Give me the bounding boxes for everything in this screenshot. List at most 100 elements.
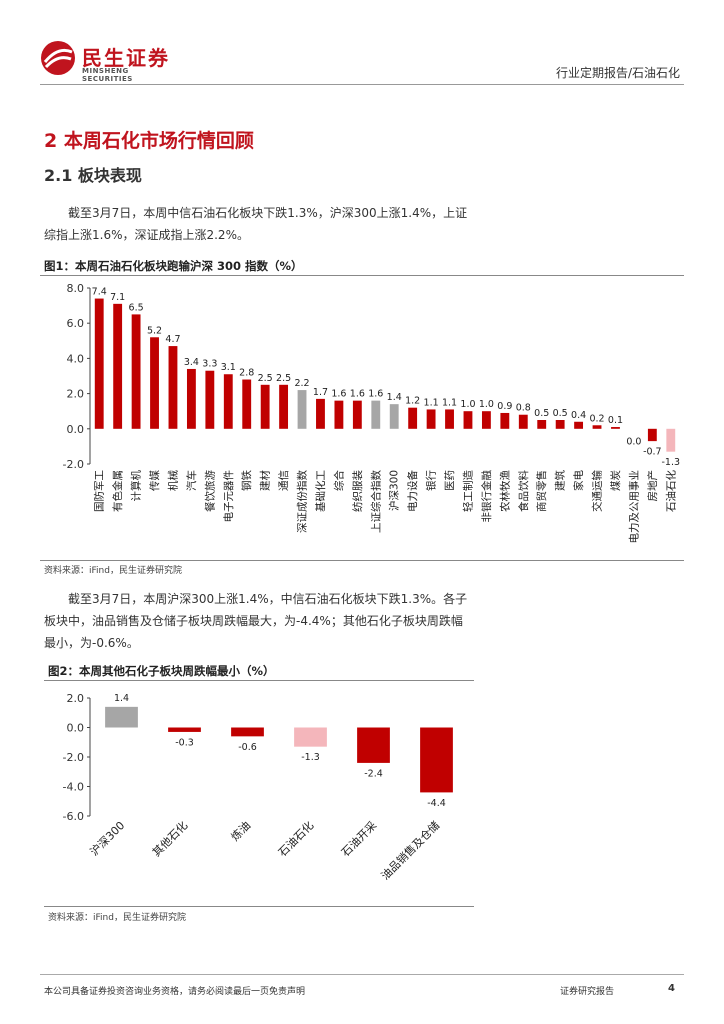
data-label: 1.0 [479, 399, 494, 410]
category-label: 食品饮料 [517, 470, 530, 512]
figure2-bottom-rule [44, 906, 474, 907]
category-label: 交通运输 [591, 470, 604, 512]
data-label: 3.4 [184, 357, 199, 368]
data-label: 0.9 [497, 401, 512, 412]
logo-mark-icon [41, 41, 75, 75]
category-label: 餐饮旅游 [203, 470, 216, 512]
category-label: 商贸零售 [535, 470, 548, 512]
bar [420, 727, 453, 793]
bar [231, 727, 264, 737]
category-label: 石油开采 [338, 818, 379, 859]
y-tick-label: 6.0 [67, 317, 85, 330]
bar [113, 303, 123, 429]
data-label: 0.4 [571, 410, 586, 421]
bar [260, 384, 270, 429]
bar [555, 420, 565, 429]
category-label: 农林牧渔 [498, 470, 511, 512]
category-label: 医药 [444, 470, 456, 491]
category-label: 房地产 [646, 470, 659, 502]
data-label: 2.5 [276, 373, 291, 384]
bar [94, 298, 104, 429]
data-label: 4.7 [165, 334, 180, 345]
y-tick-label: 2.0 [67, 388, 85, 401]
category-label: 其他石化 [149, 818, 190, 859]
category-label: 建材 [259, 470, 272, 491]
bar [186, 368, 196, 429]
category-label: 石油石化 [664, 470, 677, 512]
page-number: 4 [668, 983, 675, 994]
bar [168, 346, 178, 429]
brand-logo: 民生证券 MINSHENG SECURITIES [40, 40, 180, 83]
bar [316, 398, 325, 429]
bar [666, 428, 676, 452]
data-label: 1.7 [313, 387, 328, 398]
bar [408, 407, 418, 429]
data-label: -0.7 [643, 447, 662, 458]
category-label: 沪深300 [87, 818, 127, 858]
category-label: 上证综合指数 [369, 470, 382, 533]
bar [426, 409, 436, 429]
category-label: 电力及公用事业 [627, 470, 640, 544]
data-label: 1.6 [331, 389, 346, 400]
data-label: 1.0 [460, 399, 475, 410]
data-label: 0.5 [534, 408, 549, 419]
figure2-title: 图2：本周其他石化子板块周跌幅最小（%） [48, 664, 275, 678]
data-label: 3.3 [202, 359, 217, 370]
y-tick-label: 8.0 [67, 282, 85, 295]
bar [131, 314, 141, 429]
category-label: 有色金属 [111, 470, 124, 512]
para1-line2: 综指上涨1.6%，深证成指上涨2.2%。 [44, 228, 249, 242]
bar [647, 428, 657, 442]
figure1-bottom-rule [40, 560, 684, 561]
data-label: 1.6 [368, 389, 383, 400]
y-tick-label: -4.0 [63, 781, 84, 794]
data-label: 1.2 [405, 396, 420, 407]
para2-line3: 最小，为-0.6%。 [44, 636, 139, 650]
category-label: 钢铁 [240, 470, 253, 491]
category-label: 沪深300 [388, 470, 401, 511]
bar [445, 409, 454, 429]
figure2-source: 资料来源：iFind，民生证券研究院 [48, 913, 186, 923]
subsection-title: 2.1 板块表现 [44, 166, 142, 185]
category-label: 汽车 [185, 470, 198, 491]
bar [481, 411, 491, 429]
category-label: 电力设备 [406, 470, 419, 512]
data-label: 7.1 [110, 292, 125, 303]
paragraph-1: 截至3月7日，本周中信石油石化板块下跌1.3%，沪深300上涨1.4%，上证 综… [44, 202, 468, 246]
bar [611, 427, 620, 429]
bar [463, 411, 473, 429]
data-label: 3.1 [221, 362, 236, 373]
figure2-bar-chart: 2.0 0.0 -2.0 -4.0 -6.0 1.4 沪深300 -0.3 其他石化 -0.6 炼油… [63, 692, 453, 883]
figure1-source: 资料来源：iFind，民生证券研究院 [44, 566, 182, 576]
y-tick-label: 0.0 [67, 423, 85, 436]
bar [205, 370, 215, 429]
figure2-top-rule [44, 680, 474, 681]
logo-cn-text: 民生证券 [82, 46, 170, 70]
category-label: 国防军工 [93, 470, 106, 512]
category-label: 通信 [278, 470, 290, 491]
data-label: 0.8 [516, 403, 531, 414]
para2-line1: 截至3月7日，本周沪深300上涨1.4%，中信石油石化板块下跌1.3%。各子 [68, 592, 468, 606]
figure1-top-rule [40, 275, 684, 276]
logo-en-text: MINSHENG SECURITIES [82, 67, 133, 83]
para2-line2: 板块中，油品销售及仓储子板块周跌幅最大，为-4.4%；其他石化子板块周跌幅 [44, 614, 463, 628]
category-label: 油品销售及仓储 [378, 818, 442, 882]
data-label: 5.2 [147, 325, 162, 336]
y-tick-label: -2.0 [63, 458, 84, 471]
category-label: 综合 [332, 470, 345, 491]
bar [389, 404, 399, 429]
bar [592, 425, 602, 429]
footer-disclaimer: 本公司具备证券投资咨询业务资格，请务必阅读最后一页免责声明 [44, 987, 306, 997]
data-label: 1.6 [350, 389, 365, 400]
bar [150, 337, 159, 429]
category-label: 家电 [572, 470, 585, 491]
category-label: 建筑 [554, 470, 567, 491]
y-tick-label: 0.0 [67, 722, 85, 735]
data-label: 0.1 [608, 415, 623, 426]
category-label: 纺织服装 [351, 470, 364, 512]
bar [357, 727, 390, 763]
figure1-bar-chart: 8.0 6.0 4.0 2.0 0.0 -2.0 7.4 国防军工 7.1 有色金属 6.5 计算机 5… [63, 282, 681, 544]
y-tick-label: 4.0 [67, 352, 85, 365]
bar [297, 390, 307, 429]
bar [352, 400, 362, 429]
